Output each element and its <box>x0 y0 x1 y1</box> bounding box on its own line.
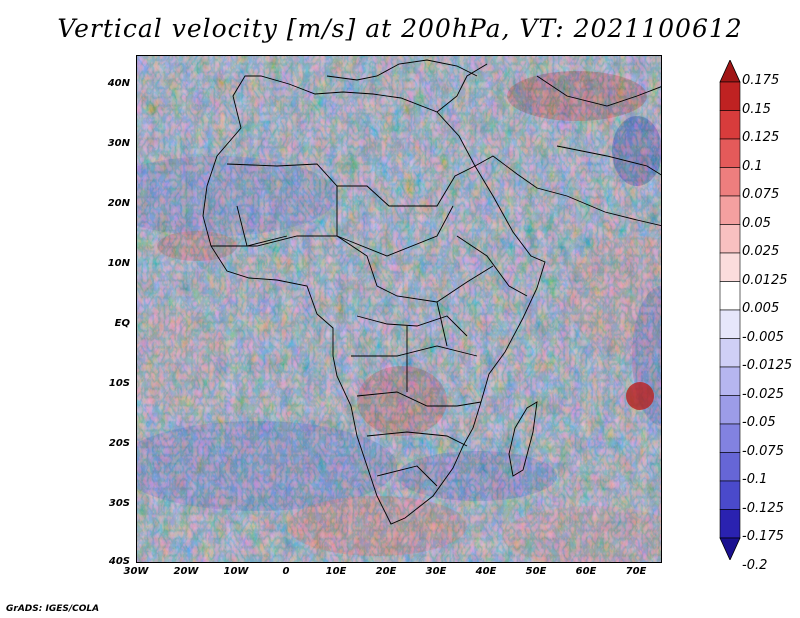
lat-label: 10S <box>108 378 130 389</box>
colorbar-label: -0.125 <box>742 500 784 516</box>
colorbar-swatch <box>719 338 741 368</box>
lat-label: 10N <box>107 258 130 269</box>
colorbar-swatch <box>719 480 741 510</box>
lat-label: 20N <box>107 198 130 209</box>
lon-label: 60E <box>575 566 597 577</box>
lon-label: 10W <box>223 566 249 577</box>
lat-label: 40S <box>108 556 130 567</box>
colorbar-top-arrow <box>719 60 741 83</box>
colorbar-label: -0.05 <box>742 415 776 430</box>
colorbar-swatch <box>719 452 741 482</box>
coastlines-and-borders <box>202 59 661 525</box>
colorbar-bottom-arrow <box>719 537 741 560</box>
colorbar-label: 0.05 <box>742 215 771 231</box>
lon-label: 30W <box>123 566 149 577</box>
lon-label: 20W <box>173 566 199 577</box>
colorbar-swatch <box>719 81 741 111</box>
colorbar-label: -0.1 <box>742 472 768 487</box>
colorbar-swatch <box>719 509 741 539</box>
colorbar-swatch <box>719 195 741 225</box>
lon-label: 40E <box>475 566 497 577</box>
lat-label: 40N <box>107 78 130 89</box>
colorbar-swatch <box>719 138 741 168</box>
map-panel <box>136 55 662 563</box>
colorbar-label: 0.175 <box>742 73 780 88</box>
lat-label: 30N <box>107 138 130 149</box>
colorbar-label: 0.15 <box>742 101 771 117</box>
lon-label: 20E <box>375 566 397 577</box>
colorbar-swatch <box>719 252 741 282</box>
colorbar-label: -0.075 <box>742 443 784 459</box>
colorbar-label: 0.125 <box>742 130 780 145</box>
lon-label: 30E <box>425 566 447 577</box>
colorbar-label: -0.025 <box>742 386 784 402</box>
colorbar-swatch <box>719 110 741 140</box>
fine-texture-layer <box>137 56 661 562</box>
colorbar-swatch <box>719 224 741 254</box>
lon-label: 70E <box>625 566 647 577</box>
colorbar-label: 0.1 <box>742 158 763 174</box>
colorbar-swatch <box>719 395 741 425</box>
colorbar-label: 0.005 <box>742 301 780 316</box>
grads-credit: GrADS: IGES/COLA <box>6 604 100 614</box>
colorbar-label: 0.025 <box>742 244 780 259</box>
lon-label: 50E <box>525 566 547 577</box>
lon-label: 10E <box>325 566 347 577</box>
colorbar-swatch <box>719 281 741 311</box>
colorbar-label: -0.175 <box>742 529 784 544</box>
lon-label: 0 <box>282 566 290 577</box>
colorbar <box>719 60 741 560</box>
colorbar-swatch <box>719 366 741 396</box>
lat-label: 20S <box>108 438 130 449</box>
colorbar-label: -0.0125 <box>742 358 793 373</box>
lat-label: EQ <box>114 318 130 329</box>
colorbar-label: 0.075 <box>742 187 780 202</box>
chart-title: Vertical velocity [m/s] at 200hPa, VT: 2… <box>57 14 743 43</box>
colorbar-swatch <box>719 309 741 339</box>
colorbar-swatch <box>719 423 741 453</box>
colorbar-swatch <box>719 167 741 197</box>
colorbar-label: -0.005 <box>742 329 784 345</box>
cyclone-feature <box>626 382 654 410</box>
colorbar-label: 0.0125 <box>742 272 788 288</box>
colorbar-label: -0.2 <box>742 557 768 573</box>
velocity-field-map <box>137 56 661 562</box>
lat-label: 30S <box>108 498 130 509</box>
